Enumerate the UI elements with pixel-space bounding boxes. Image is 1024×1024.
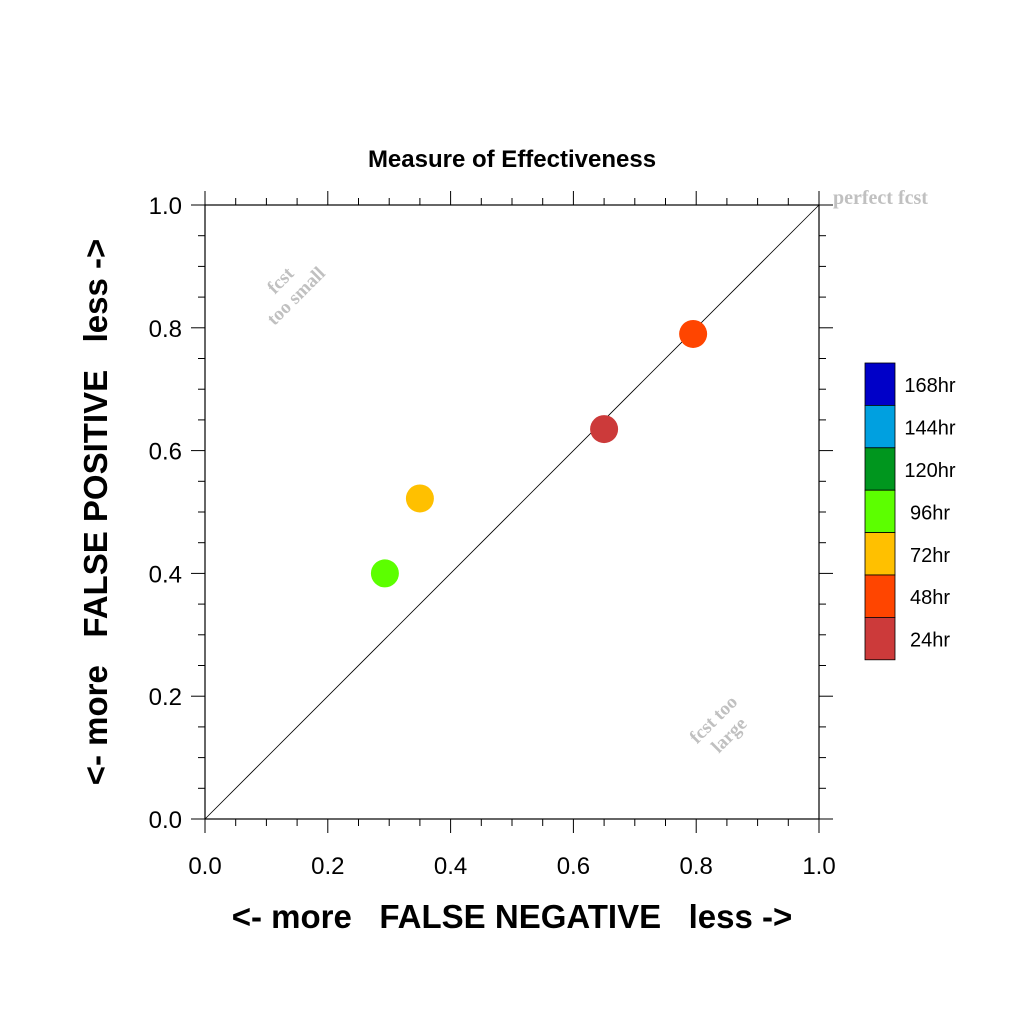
y-tick-label: 0.4	[149, 561, 182, 588]
legend-swatch-144hr	[864, 404, 896, 449]
legend-label-168hr: 168hr	[904, 375, 955, 397]
legend-label-72hr: 72hr	[910, 545, 950, 567]
point-96hr	[370, 559, 399, 588]
point-72hr	[405, 484, 434, 513]
legend-label-144hr: 144hr	[904, 418, 955, 440]
legend: 168hr 144hr 120hr 96hr 72hr 48hr 24hr	[864, 362, 956, 661]
x-tick-label: 0.0	[188, 853, 221, 880]
y-tick-label: 0.6	[149, 439, 182, 466]
point-48hr	[679, 319, 708, 348]
y-tick-label: 0.8	[149, 316, 182, 343]
y-tick-label: 0.2	[149, 684, 182, 711]
legend-label-120hr: 120hr	[904, 460, 955, 482]
axis-ticks: 0.0 0.2 0.4 0.6 0.8 1.0 0.0 0.2 0.4 0.6 0.8 1.0	[149, 191, 836, 880]
legend-swatch-168hr	[864, 362, 896, 406]
legend-label-24hr: 24hr	[910, 630, 950, 652]
legend-swatch-48hr	[864, 574, 896, 618]
x-axis-label: <- more FALSE NEGATIVE less ->	[232, 898, 793, 935]
legend-swatch-96hr	[864, 489, 896, 534]
x-tick-label: 1.0	[802, 853, 835, 880]
chart-title: Measure of Effectiveness	[368, 146, 656, 173]
x-tick-label: 0.6	[557, 853, 590, 880]
x-tick-label: 0.4	[434, 853, 467, 880]
too-large-annotation: fcst too large	[686, 692, 752, 758]
legend-label-96hr: 96hr	[910, 502, 950, 524]
point-24hr	[590, 415, 619, 444]
perfect-fcst-annotation: perfect fcst	[833, 187, 928, 209]
legend-swatch-120hr	[864, 447, 896, 491]
legend-swatch-72hr	[864, 532, 896, 576]
x-tick-label: 0.8	[680, 853, 713, 880]
too-small-annotation: fcst too small	[263, 263, 330, 330]
legend-label-48hr: 48hr	[910, 587, 950, 609]
y-axis-label: <- more FALSE POSITIVE less ->	[77, 239, 114, 786]
y-tick-label: 0.0	[149, 807, 182, 834]
y-tick-label: 1.0	[149, 193, 182, 220]
legend-swatch-24hr	[864, 617, 896, 661]
perfect-forecast-line	[204, 204, 820, 820]
data-points	[370, 319, 708, 588]
x-tick-label: 0.2	[311, 853, 344, 880]
